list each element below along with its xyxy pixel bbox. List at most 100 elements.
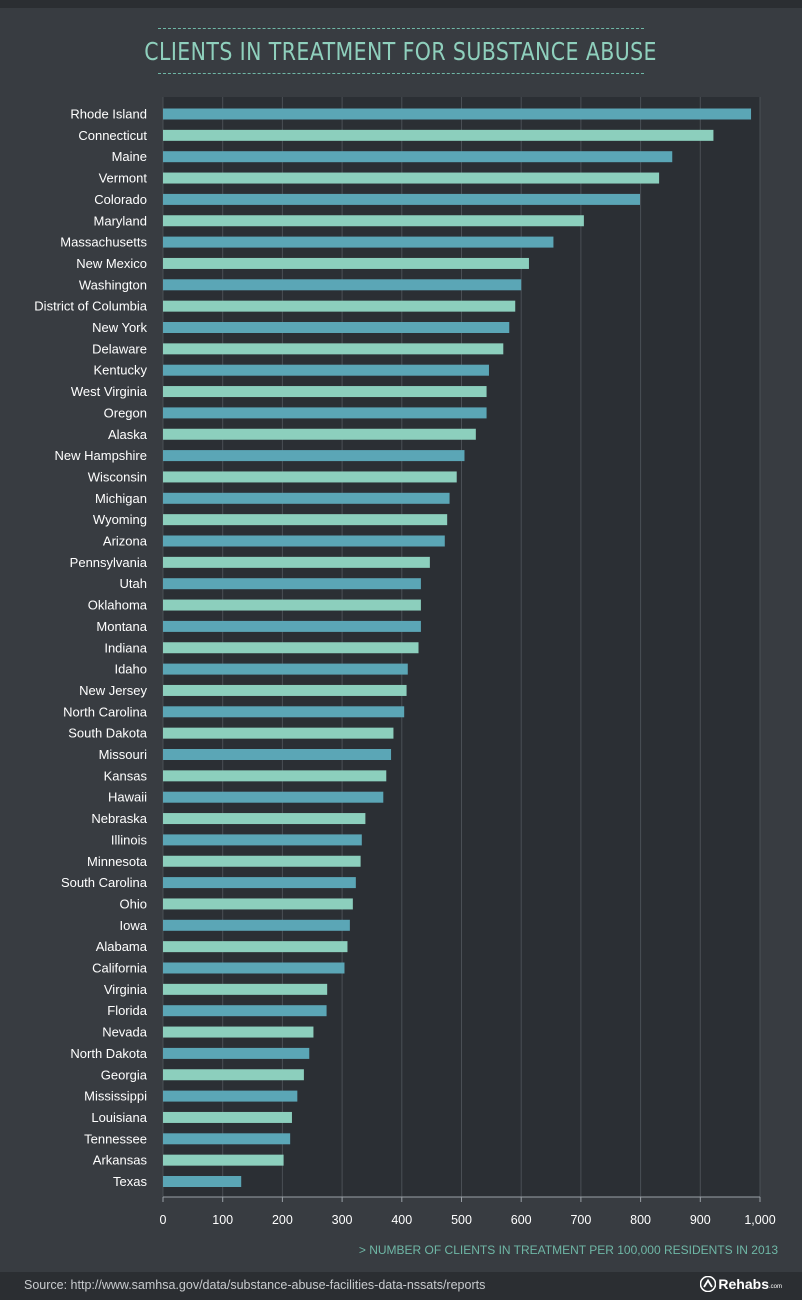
bar-chart: 0 100 200 300 400 500 600 700 800 900 1,000 Rhode I…	[34, 97, 776, 1227]
category-label: Tennessee	[84, 1131, 147, 1146]
bar-minnesota	[163, 855, 361, 867]
x-tick-label: 700	[570, 1213, 591, 1227]
bar-new-york	[163, 322, 510, 333]
house-logo-icon	[700, 1276, 717, 1292]
bar-west-virginia	[163, 386, 487, 398]
category-label: Michigan	[95, 491, 147, 506]
bar-delaware	[163, 343, 504, 355]
x-tick-label: 400	[391, 1213, 412, 1227]
bar-nebraska	[163, 813, 366, 825]
category-label: Rhode Island	[70, 107, 147, 122]
category-label: Vermont	[99, 171, 148, 186]
bar-wyoming	[163, 514, 448, 526]
category-label: Illinois	[111, 832, 148, 847]
category-label: Oregon	[104, 405, 147, 420]
bar-arkansas	[163, 1154, 284, 1166]
logo-suffix: .com	[768, 1284, 782, 1290]
category-label: Massachusetts	[60, 235, 147, 250]
category-label: Florida	[107, 1003, 148, 1018]
category-label: South Dakota	[68, 726, 148, 741]
bar-maine	[163, 151, 673, 163]
category-label: Texas	[113, 1174, 147, 1189]
bar-virginia	[163, 983, 328, 995]
category-label: West Virginia	[71, 384, 148, 399]
source-text: Source: http://www.samhsa.gov/data/subst…	[24, 1278, 486, 1292]
bar-north-dakota	[163, 1047, 310, 1059]
bar-wisconsin	[163, 471, 457, 483]
category-label: Alaska	[108, 427, 148, 442]
bar-hawaii	[163, 791, 384, 803]
x-axis-note: > NUMBER OF CLIENTS IN TREATMENT PER 100…	[358, 1243, 778, 1257]
x-tick-label: 1,000	[744, 1213, 775, 1227]
category-label: Alabama	[96, 939, 148, 954]
category-label: Virginia	[104, 982, 148, 997]
bar-district-of-columbia	[163, 300, 516, 312]
category-label: New Jersey	[79, 683, 147, 698]
bar-kansas	[163, 770, 387, 782]
bar-vermont	[163, 172, 660, 184]
x-tick-label: 600	[511, 1213, 532, 1227]
bar-rhode-island	[163, 108, 752, 120]
bar-california	[163, 962, 345, 974]
category-label: Kentucky	[94, 363, 148, 378]
category-label: Georgia	[101, 1067, 148, 1082]
bar-new-jersey	[163, 684, 407, 696]
bar-kentucky	[163, 364, 489, 376]
bar-utah	[163, 578, 421, 590]
bar-louisiana	[163, 1111, 292, 1123]
category-label: Colorado	[94, 192, 147, 207]
x-tick-label: 100	[212, 1213, 233, 1227]
x-tick-label: 300	[332, 1213, 353, 1227]
category-label: Louisiana	[91, 1110, 147, 1125]
chart-title: CLIENTS IN TREATMENT FOR SUBSTANCE ABUSE	[144, 36, 658, 66]
bar-montana	[163, 620, 421, 632]
bar-tennessee	[163, 1133, 291, 1145]
bar-texas	[163, 1176, 242, 1187]
category-label: New Hampshire	[55, 448, 147, 463]
bar-alaska	[163, 428, 476, 440]
category-label: Oklahoma	[88, 598, 148, 613]
bar-colorado	[163, 193, 641, 205]
bar-oregon	[163, 407, 487, 419]
top-bar	[0, 0, 802, 8]
category-label: California	[92, 961, 148, 976]
bar-mississippi	[163, 1090, 298, 1102]
bar-georgia	[163, 1069, 304, 1081]
bar-connecticut	[163, 129, 714, 141]
bar-oklahoma	[163, 599, 421, 611]
category-label: District of Columbia	[34, 299, 147, 314]
bar-south-dakota	[163, 727, 394, 739]
bar-idaho	[163, 663, 408, 675]
category-label: Nebraska	[91, 811, 147, 826]
category-label: Pennsylvania	[70, 555, 148, 570]
bar-pennsylvania	[163, 556, 430, 568]
category-label: Mississippi	[84, 1089, 147, 1104]
category-label: Indiana	[104, 640, 147, 655]
bar-nevada	[163, 1026, 314, 1038]
bar-ohio	[163, 898, 353, 910]
category-label: Arizona	[103, 534, 148, 549]
bar-new-mexico	[163, 257, 529, 269]
bar-arizona	[163, 535, 445, 547]
bar-maryland	[163, 215, 584, 227]
category-label: Wyoming	[93, 512, 147, 527]
category-label: North Carolina	[63, 704, 148, 719]
category-label: Montana	[96, 619, 147, 634]
category-label: Nevada	[102, 1025, 148, 1040]
category-label: Minnesota	[87, 854, 148, 869]
rehabs-logo: Rehabs .com	[700, 1276, 782, 1292]
bar-iowa	[163, 919, 350, 931]
category-label: Maine	[112, 149, 147, 164]
category-label: Wisconsin	[88, 469, 147, 484]
category-label: Connecticut	[78, 128, 147, 143]
x-tick-label: 500	[451, 1213, 472, 1227]
category-label: North Dakota	[70, 1046, 147, 1061]
category-label: Kansas	[104, 768, 148, 783]
bar-florida	[163, 1005, 327, 1017]
logo-name: Rehabs	[718, 1276, 769, 1292]
category-label: New Mexico	[76, 256, 147, 271]
bar-illinois	[163, 834, 362, 846]
bar-michigan	[163, 492, 450, 504]
title-frame: CLIENTS IN TREATMENT FOR SUBSTANCE ABUSE	[145, 28, 657, 74]
category-label: Idaho	[114, 662, 147, 677]
